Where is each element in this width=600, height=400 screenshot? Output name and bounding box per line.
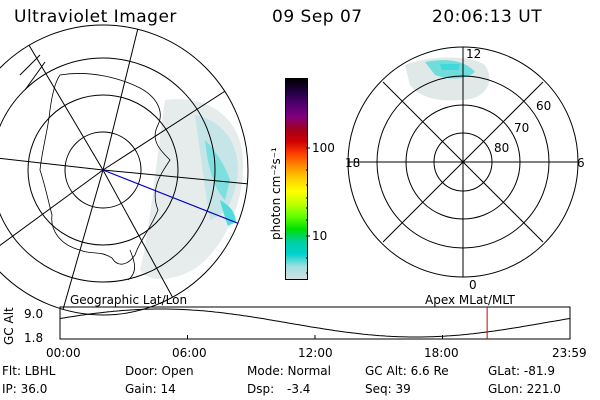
colorbar-unit-label: photon cm⁻²s⁻¹ (269, 147, 283, 240)
dsp-value: -3.4 (287, 382, 311, 396)
mlat-label-60: 60 (536, 99, 552, 113)
gc-alt-status: GC Alt: 6.6 Re (365, 364, 449, 378)
colorbar-tick-10: 10 (312, 229, 328, 243)
time-tick-1200: 12:00 (298, 346, 333, 360)
colorbar (285, 78, 308, 280)
mlt-label-18: 18 (345, 156, 361, 170)
seq-status: Seq: 39 (365, 382, 411, 396)
time-tick-2359: 23:59 (552, 346, 587, 360)
geographic-map-label: Geographic Lat/Lon (70, 293, 188, 307)
ip-status: IP: 36.0 (2, 382, 48, 396)
image-date: 09 Sep 07 (272, 7, 363, 27)
altitude-axis-label: GC Alt (2, 307, 16, 345)
image-time: 20:06:13 UT (432, 7, 543, 27)
geographic-map (0, 24, 249, 316)
filter-status: Flt: LBHL (2, 364, 56, 378)
mode-status: Mode: Normal (247, 364, 331, 378)
mlat-label-70: 70 (514, 121, 530, 135)
altitude-tick-max: 9.0 (24, 307, 44, 321)
mlt-label-0: 0 (469, 278, 477, 292)
door-status: Door: Open (125, 364, 194, 378)
aurora-emission-cloud (140, 99, 244, 280)
mlt-label-12: 12 (466, 47, 482, 61)
mlt-label-6: 6 (577, 156, 585, 170)
glat-status: GLat: -81.9 (488, 364, 555, 378)
altitude-tick-min: 1.8 (24, 331, 44, 345)
dsp-label: Dsp: (247, 382, 275, 396)
colorbar-tick-100: 100 (312, 141, 335, 155)
glon-status: GLon: 221.0 (488, 382, 561, 396)
gain-status: Gain: 14 (125, 382, 176, 396)
magnetic-map-label: Apex MLat/MLT (425, 293, 515, 307)
instrument-title: Ultraviolet Imager (14, 7, 177, 27)
time-tick-0600: 06:00 (172, 346, 207, 360)
time-tick-1800: 18:00 (424, 346, 459, 360)
altitude-plot (59, 306, 571, 340)
mlat-label-80: 80 (494, 141, 510, 155)
colorbar-ticks (306, 147, 310, 274)
time-tick-0000: 00:00 (46, 346, 81, 360)
magnetic-map (347, 46, 579, 278)
